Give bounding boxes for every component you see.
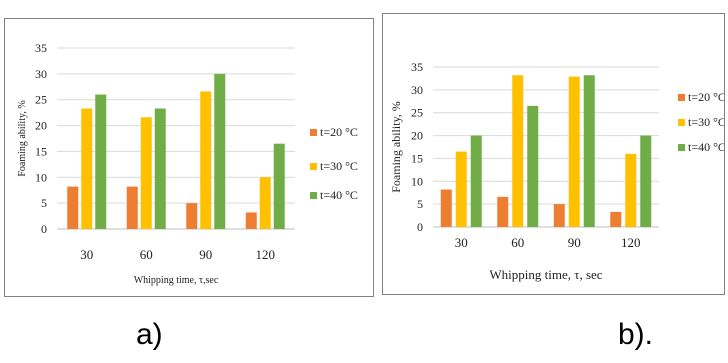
chart-a-y-tick-label: 10 [35, 170, 47, 184]
chart-b-x-tick-label: 30 [455, 235, 468, 250]
chart-b-bar [610, 211, 622, 227]
chart-b-legend-swatch [678, 94, 685, 101]
chart-a-y-tick-label: 35 [35, 41, 47, 55]
chart-b-bar [440, 189, 452, 227]
chart-b-y-tick-label: 15 [411, 151, 423, 165]
chart-a-x-tick-label: 30 [80, 247, 93, 262]
chart-a-bar [214, 73, 226, 229]
chart-b-x-tick-label: 120 [621, 235, 641, 250]
chart-a-bar [126, 186, 138, 229]
chart-a-y-tick-label: 25 [35, 93, 47, 107]
chart-a-bar [245, 212, 257, 229]
chart-b-legend-label: t=20 °C [688, 90, 724, 104]
chart-a-y-tick-label: 30 [35, 67, 47, 81]
chart-b-legend-label: t=30 °C [688, 115, 724, 129]
chart-panel-b: 0 5 10 15 20 25 30 35 30 60 90 120 Whipping time, τ,… [382, 13, 726, 295]
chart-b-x-axis-label: Whipping time, τ, sec [489, 267, 602, 282]
caption-a: a) [136, 318, 163, 351]
chart-b-bar [553, 204, 565, 227]
chart-b-bar [497, 196, 509, 227]
chart-a-svg: 0 5 10 15 20 25 30 35 30 60 90 120 Whipping time, τ,… [17, 41, 358, 286]
chart-b-bar [470, 135, 482, 227]
chart-b-svg: 0 5 10 15 20 25 30 35 30 60 90 120 Whipping time, τ,… [389, 60, 726, 282]
chart-b-bar [527, 105, 539, 227]
chart-a-x-tick-label: 90 [199, 247, 212, 262]
chart-a-bar [186, 203, 198, 229]
chart-b-legend-swatch [678, 119, 685, 126]
chart-b-y-tick-label: 35 [411, 60, 423, 74]
chart-a-y-tick-label: 15 [35, 144, 47, 158]
chart-a-bar [95, 94, 107, 230]
chart-a-legend-label: t=30 °C [320, 159, 358, 173]
chart-b-bar [625, 153, 637, 227]
chart-a-y-tick-label: 5 [41, 196, 47, 210]
chart-b-y-tick-label: 30 [411, 83, 423, 97]
chart-b-y-tick-label: 5 [417, 197, 423, 211]
chart-a-x-tick-label: 120 [256, 247, 276, 262]
chart-b-bar [583, 75, 595, 227]
chart-a-x-tick-label: 60 [140, 247, 153, 262]
chart-a-bar [81, 108, 93, 229]
chart-a-bar [67, 186, 79, 229]
chart-a-y-tick-label: 20 [35, 119, 47, 133]
chart-b-y-tick-label: 20 [411, 129, 423, 143]
chart-b-bar [512, 75, 524, 227]
chart-b-bar [640, 135, 652, 227]
chart-a-legend-label: t=40 °C [320, 188, 358, 202]
chart-a-bar [259, 177, 271, 229]
chart-b-y-tick-label: 0 [417, 220, 423, 234]
caption-b: b). [618, 318, 654, 351]
chart-b-x-tick-label: 60 [511, 235, 524, 250]
chart-b-y-tick-label: 25 [411, 106, 423, 120]
chart-a-y-axis-label: Foaming ability, % [17, 100, 28, 176]
chart-a-legend-swatch [310, 129, 317, 136]
chart-b-y-axis-label: Foaming ability, % [389, 101, 403, 193]
chart-b-y-tick-label: 10 [411, 174, 423, 188]
chart-a-bar [273, 143, 285, 229]
chart-b-bar [455, 151, 467, 227]
chart-b-x-tick-label: 90 [568, 235, 581, 250]
chart-a-legend-label: t=20 °C [320, 125, 358, 139]
chart-a-x-axis-label: Whipping time, τ,sec [134, 275, 219, 286]
chart-a-y-tick-label: 0 [41, 222, 47, 236]
chart-b-legend-label: t=40 °C [688, 140, 724, 154]
chart-b-bar [568, 76, 580, 227]
chart-panel-a: 0 5 10 15 20 25 30 35 30 60 90 120 Whipping time, τ,… [4, 18, 374, 297]
chart-a-bar [154, 108, 166, 229]
chart-a-legend-swatch [310, 163, 317, 170]
chart-a-bar [200, 91, 212, 229]
chart-a-legend-swatch [310, 192, 317, 199]
chart-a-bar [140, 117, 152, 229]
chart-b-legend-swatch [678, 144, 685, 151]
